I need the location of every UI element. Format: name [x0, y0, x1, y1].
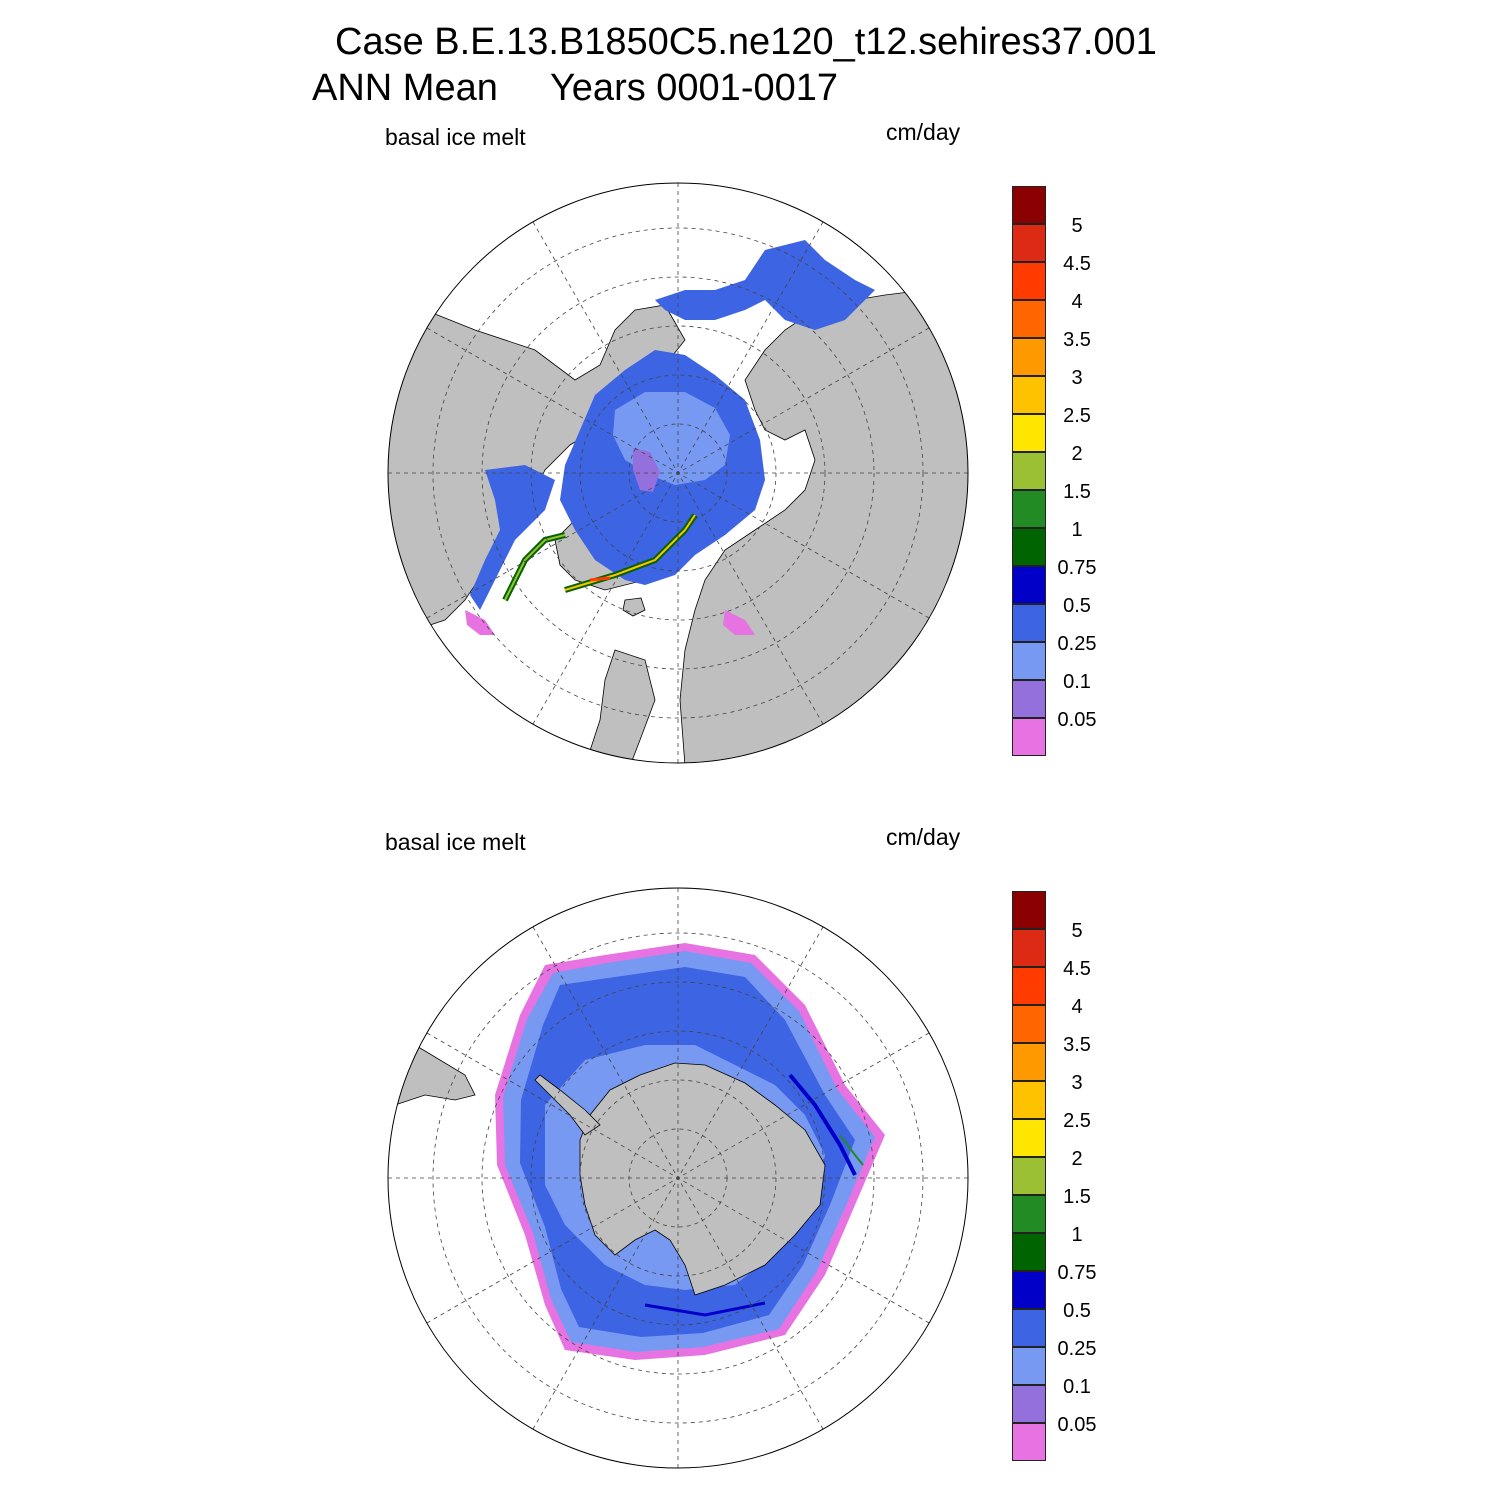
colorbar-box — [1012, 680, 1046, 718]
colorbar-box — [1012, 1385, 1046, 1423]
colorbar-label: 2.5 — [1063, 405, 1091, 427]
colorbar-box — [1012, 376, 1046, 414]
units-label: cm/day — [886, 824, 961, 850]
colorbar-box — [1012, 1423, 1046, 1461]
colorbar-label: 1.5 — [1063, 1186, 1091, 1208]
sea-ice-region — [465, 610, 495, 635]
plot-subtitle: ANN Mean Years 0001-0017 — [312, 67, 839, 109]
colorbar-label: 4.5 — [1063, 958, 1091, 980]
variable-label: basal ice melt — [385, 124, 526, 150]
colorbar-box — [1012, 452, 1046, 490]
colorbar-label: 0.1 — [1063, 1376, 1091, 1398]
colorbar-box — [1012, 528, 1046, 566]
colorbar-box — [1012, 891, 1046, 929]
sea-ice-region — [655, 240, 875, 330]
south-polar-panel: basal ice melt cm/day — [0, 705, 1500, 1469]
north-polar-map — [387, 182, 969, 764]
colorbar-box — [1012, 1081, 1046, 1119]
units-label: cm/day — [886, 119, 961, 145]
colorbar-label: 5 — [1071, 215, 1083, 237]
colorbar-label: 0.75 — [1057, 557, 1097, 579]
melt-ridge — [839, 1134, 864, 1166]
colorbar-label: 5 — [1071, 920, 1083, 942]
melt-ridge — [504, 534, 566, 601]
colorbar-box — [1012, 1157, 1046, 1195]
colorbar-box — [1012, 967, 1046, 1005]
antarctic-peninsula — [534, 1074, 601, 1136]
melt-ridge — [589, 576, 611, 582]
colorbar-label: 0.75 — [1057, 1262, 1097, 1284]
colorbar-label: 4 — [1071, 996, 1083, 1018]
colorbar-label: 3.5 — [1063, 1034, 1091, 1056]
graticule — [388, 183, 968, 763]
colorbar-box — [1012, 1195, 1046, 1233]
colorbar-label: 1 — [1071, 519, 1083, 541]
colorbar-box — [1012, 1347, 1046, 1385]
colorbar-label: 1 — [1071, 1224, 1083, 1246]
colorbar-label: 4 — [1071, 291, 1083, 313]
colorbar-box — [1012, 718, 1046, 756]
melt-ridge — [788, 1073, 857, 1176]
colorbar-label: 3 — [1071, 367, 1083, 389]
colorbar-box — [1012, 1233, 1046, 1271]
colorbar-box — [1012, 338, 1046, 376]
colorbar-box — [1012, 262, 1046, 300]
colorbar-box — [1012, 566, 1046, 604]
north-polar-panel: basal ice melt cm/day — [0, 0, 1500, 764]
colorbar-label: 3.5 — [1063, 329, 1091, 351]
colorbar-label: 0.1 — [1063, 671, 1091, 693]
melt-ridge — [644, 1301, 766, 1317]
land-mass — [584, 649, 656, 763]
colorbar-box — [1012, 1271, 1046, 1309]
colorbar-label: 0.05 — [1057, 709, 1097, 731]
colorbar-box — [1012, 414, 1046, 452]
colorbar-box — [1012, 490, 1046, 528]
colorbar-label: 0.5 — [1063, 1300, 1091, 1322]
graticule — [388, 888, 968, 1468]
colorbar-box — [1012, 1043, 1046, 1081]
colorbar-label: 0.5 — [1063, 595, 1091, 617]
colorbar-label: 2.5 — [1063, 1110, 1091, 1132]
colorbar-box — [1012, 642, 1046, 680]
colorbar-box — [1012, 604, 1046, 642]
sea-ice-region — [633, 448, 660, 492]
colorbar-label: 0.05 — [1057, 1414, 1097, 1436]
colorbar-label: 0.25 — [1057, 1338, 1097, 1360]
colorbar-box — [1012, 929, 1046, 967]
south-polar-map — [387, 887, 969, 1469]
map-border — [387, 182, 969, 764]
colorbar-box — [1012, 224, 1046, 262]
colorbar-label: 3 — [1071, 1072, 1083, 1094]
colorbar-box — [1012, 1119, 1046, 1157]
colorbar-box — [1012, 1005, 1046, 1043]
colorbar-label: 1.5 — [1063, 481, 1091, 503]
antarctica — [579, 1062, 826, 1296]
plot-title: Case B.E.13.B1850C5.ne120_t12.sehires37.… — [335, 21, 1157, 63]
colorbar-label: 2 — [1071, 1148, 1083, 1170]
colorbar-box — [1012, 300, 1046, 338]
colorbar-label: 0.25 — [1057, 633, 1097, 655]
colorbar-label: 4.5 — [1063, 253, 1091, 275]
variable-label: basal ice melt — [385, 829, 526, 855]
colorbar-box — [1012, 186, 1046, 224]
map-border — [387, 887, 969, 1469]
colorbar-box — [1012, 1309, 1046, 1347]
colorbar-label: 2 — [1071, 443, 1083, 465]
sea-ice-region — [723, 610, 755, 635]
